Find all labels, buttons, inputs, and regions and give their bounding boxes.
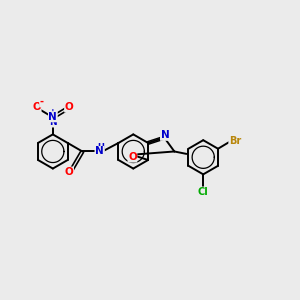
Text: +
N: + N — [49, 108, 57, 127]
Text: Cl: Cl — [198, 187, 208, 197]
Text: H: H — [98, 143, 104, 152]
Text: O: O — [65, 102, 74, 112]
Text: Br: Br — [229, 136, 241, 146]
Text: N: N — [160, 130, 169, 140]
Text: N: N — [95, 146, 104, 157]
Text: O: O — [65, 167, 74, 177]
Text: O: O — [32, 102, 41, 112]
Text: -: - — [40, 97, 44, 107]
Text: O: O — [128, 152, 137, 162]
Text: N: N — [49, 112, 57, 122]
